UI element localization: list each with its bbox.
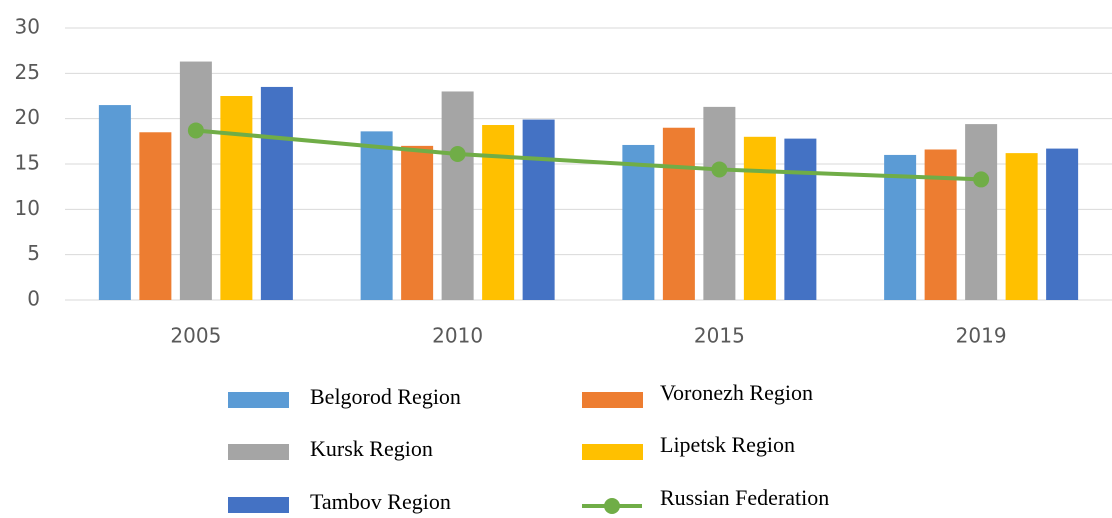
legend-label: Kursk Region <box>310 436 433 461</box>
y-tick-label: 30 <box>15 15 40 39</box>
bar <box>1046 148 1079 300</box>
legend-swatch <box>228 444 289 460</box>
legend-label: Russian Federation <box>660 485 829 510</box>
legend-swatch <box>228 497 289 513</box>
legend-label: Belgorod Region <box>310 384 461 409</box>
y-tick-label: 0 <box>27 287 40 311</box>
line-point <box>449 146 466 163</box>
x-tick-label: 2015 <box>694 324 745 348</box>
bar <box>98 105 131 300</box>
y-tick-label: 25 <box>15 60 40 84</box>
bar <box>924 149 957 300</box>
bar <box>965 124 998 301</box>
y-tick-label: 5 <box>27 241 40 265</box>
x-tick-label: 2019 <box>956 324 1007 348</box>
bar <box>139 132 172 300</box>
bar <box>884 154 917 300</box>
bar <box>1005 153 1038 300</box>
legend-label: Lipetsk Region <box>660 432 795 457</box>
bar <box>784 138 817 300</box>
legend-label: Tambov Region <box>310 489 451 514</box>
line-point <box>711 161 728 178</box>
bar <box>441 91 474 300</box>
legend-label: Voronezh Region <box>660 380 813 405</box>
bar <box>220 96 253 300</box>
bar <box>401 145 434 300</box>
bar <box>522 119 555 300</box>
legend-swatch <box>228 392 289 408</box>
bar <box>743 136 776 300</box>
bar <box>260 86 293 300</box>
legend-swatch <box>582 392 643 408</box>
line-point <box>973 171 990 188</box>
y-tick-label: 20 <box>15 105 40 129</box>
legend-swatch <box>582 444 643 460</box>
bar <box>662 127 695 300</box>
legend-marker <box>604 498 620 514</box>
bar <box>179 61 212 301</box>
bar <box>482 125 515 300</box>
x-tick-label: 2010 <box>432 324 483 348</box>
line-point <box>187 122 204 139</box>
y-tick-label: 10 <box>15 196 40 220</box>
y-tick-label: 15 <box>15 151 40 175</box>
bar <box>622 144 655 300</box>
x-tick-label: 2005 <box>170 324 221 348</box>
line <box>195 128 982 182</box>
bar <box>360 131 393 300</box>
bar <box>703 106 736 300</box>
